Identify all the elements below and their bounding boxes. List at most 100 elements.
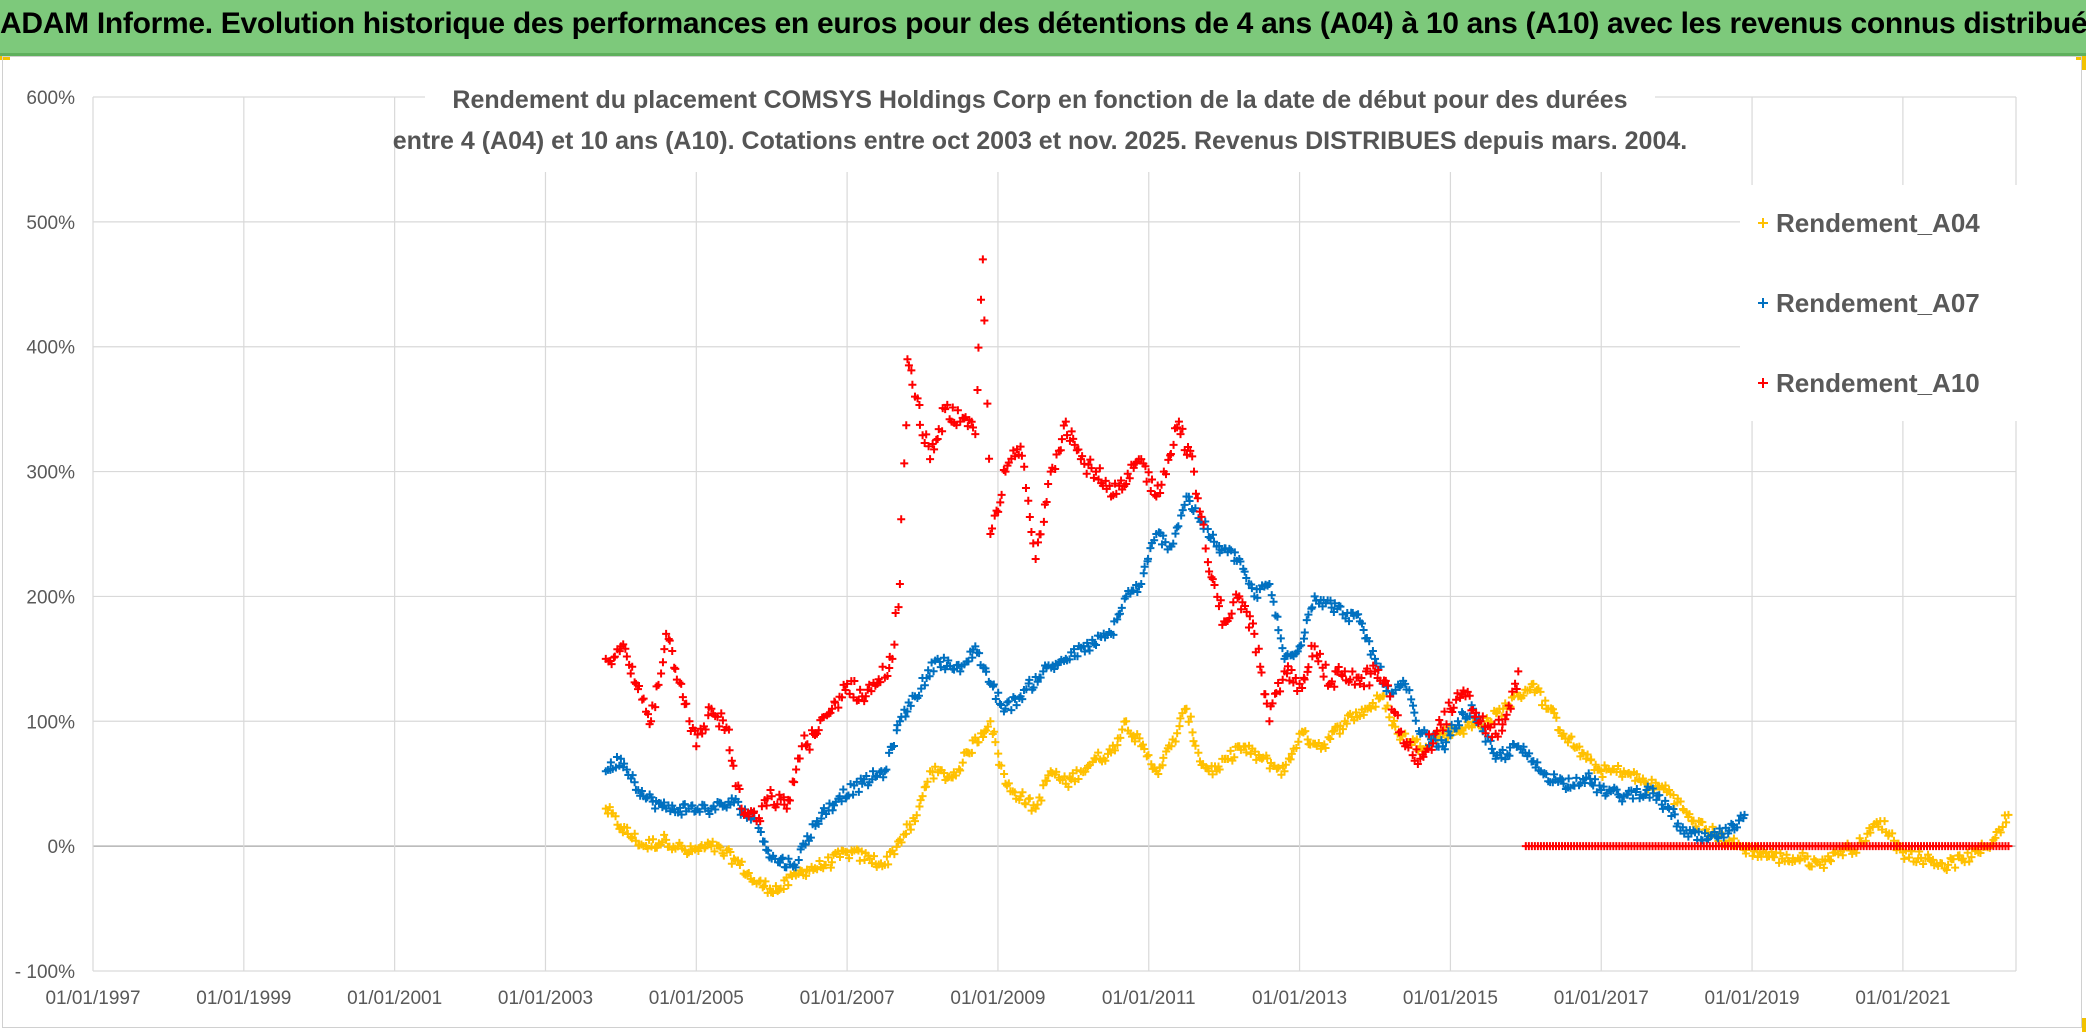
point-rendement-a04: [1004, 779, 1013, 788]
point-rendement-a04: [714, 841, 723, 850]
point-rendement-a04: [2002, 818, 2011, 827]
x-tick-label: 01/01/2017: [1554, 988, 1649, 1009]
point-rendement-a04: [918, 792, 927, 801]
point-rendement-a10: [662, 629, 671, 638]
point-rendement-a04: [1189, 737, 1198, 746]
point-rendement-a04: [1090, 754, 1099, 763]
point-rendement-a07: [1519, 742, 1528, 751]
point-rendement-a07: [1487, 744, 1496, 753]
point-rendement-a10: [724, 725, 733, 734]
point-rendement-a10: [894, 603, 903, 612]
point-rendement-a10: [1111, 479, 1120, 488]
point-rendement-a10: [805, 745, 814, 754]
point-rendement-a10: [670, 663, 679, 672]
point-rendement-a04: [1796, 854, 1805, 863]
point-rendement-a04: [1550, 709, 1559, 718]
point-rendement-a10: [628, 662, 637, 671]
point-rendement-a10: [926, 455, 935, 464]
legend-rendement-a04-marker: [1758, 218, 1768, 228]
point-rendement-a04: [1924, 850, 1933, 859]
point-rendement-a07: [1623, 790, 1632, 799]
point-rendement-a04: [986, 717, 995, 726]
point-rendement-a07: [1105, 628, 1114, 637]
point-rendement-a10: [1216, 596, 1225, 605]
point-rendement-a04: [1110, 746, 1119, 755]
point-rendement-a10: [704, 711, 713, 720]
point-rendement-a07: [929, 667, 938, 676]
y-tick-label: 500%: [26, 213, 75, 234]
point-rendement-a07: [1070, 645, 1078, 654]
point-rendement-a10: [660, 645, 669, 654]
point-rendement-a10: [897, 515, 906, 524]
point-rendement-a04: [852, 845, 861, 854]
point-rendement-a04: [1060, 772, 1069, 781]
point-rendement-a04: [979, 732, 988, 741]
point-rendement-a10: [1330, 682, 1339, 691]
point-rendement-a10: [1501, 715, 1510, 724]
point-rendement-a04: [991, 738, 1000, 747]
point-rendement-a07: [1135, 582, 1144, 591]
point-rendement-a07: [1073, 652, 1082, 661]
point-rendement-a04: [1813, 858, 1822, 867]
point-rendement-a07: [1434, 742, 1443, 751]
legend-rendement-a10-marker: [1758, 378, 1768, 388]
point-rendement-a07: [1203, 525, 1212, 534]
point-rendement-a04: [994, 749, 1003, 758]
point-rendement-a07: [854, 787, 863, 796]
point-rendement-a07: [1133, 588, 1142, 597]
point-rendement-a07: [711, 805, 720, 814]
point-rendement-a10: [795, 754, 804, 763]
point-rendement-a04: [1838, 851, 1847, 860]
point-rendement-a07: [1529, 757, 1538, 766]
point-rendement-a04: [1385, 713, 1394, 722]
point-rendement-a04: [1669, 791, 1678, 800]
point-rendement-a04: [1383, 701, 1392, 710]
point-rendement-a07: [1117, 603, 1126, 612]
point-rendement-a04: [990, 727, 999, 736]
point-rendement-a10: [762, 801, 771, 810]
point-rendement-a10: [883, 672, 892, 681]
point-rendement-a04: [915, 802, 924, 811]
point-rendement-a07: [794, 855, 803, 864]
point-rendement-a10: [1425, 730, 1433, 739]
point-rendement-a10: [974, 343, 983, 352]
point-rendement-a10: [1197, 512, 1206, 521]
point-rendement-a10: [860, 697, 869, 706]
point-rendement-a04: [1552, 713, 1561, 722]
point-rendement-a07: [1727, 819, 1736, 828]
point-rendement-a07: [1172, 523, 1181, 532]
point-rendement-a04: [701, 842, 710, 851]
point-rendement-a10: [1404, 743, 1413, 752]
point-rendement-a07: [839, 785, 848, 794]
point-rendement-a04: [1632, 770, 1641, 779]
x-tick-label: 01/01/1999: [196, 988, 291, 1009]
point-rendement-a04: [1825, 855, 1834, 864]
point-rendement-a04: [1525, 685, 1534, 694]
point-rendement-a07: [628, 771, 637, 780]
point-rendement-a10: [1365, 681, 1374, 690]
point-rendement-a04: [1647, 775, 1656, 784]
point-rendement-a04: [955, 765, 964, 774]
point-rendement-a04: [1880, 817, 1889, 826]
point-rendement-a07: [791, 863, 800, 872]
point-rendement-a07: [852, 777, 861, 786]
point-rendement-a04: [726, 848, 735, 857]
point-rendement-a10: [1141, 462, 1150, 471]
point-rendement-a10: [725, 746, 734, 755]
point-rendement-a10: [1363, 664, 1372, 673]
point-rendement-a04: [1191, 741, 1200, 750]
point-rendement-a07: [1410, 708, 1419, 717]
point-rendement-a04: [958, 758, 967, 767]
point-rendement-a10: [715, 722, 724, 731]
point-rendement-a10: [1472, 708, 1481, 717]
point-rendement-a04: [605, 803, 614, 812]
point-rendement-a10: [1245, 612, 1254, 621]
point-rendement-a10: [1444, 698, 1453, 707]
point-rendement-a10: [828, 704, 837, 713]
point-rendement-a04: [1938, 859, 1947, 868]
point-rendement-a07: [1382, 686, 1391, 695]
point-rendement-a10: [826, 708, 835, 717]
point-rendement-a04: [1587, 755, 1596, 764]
point-rendement-a04: [2000, 811, 2009, 820]
point-rendement-a07: [984, 677, 993, 686]
